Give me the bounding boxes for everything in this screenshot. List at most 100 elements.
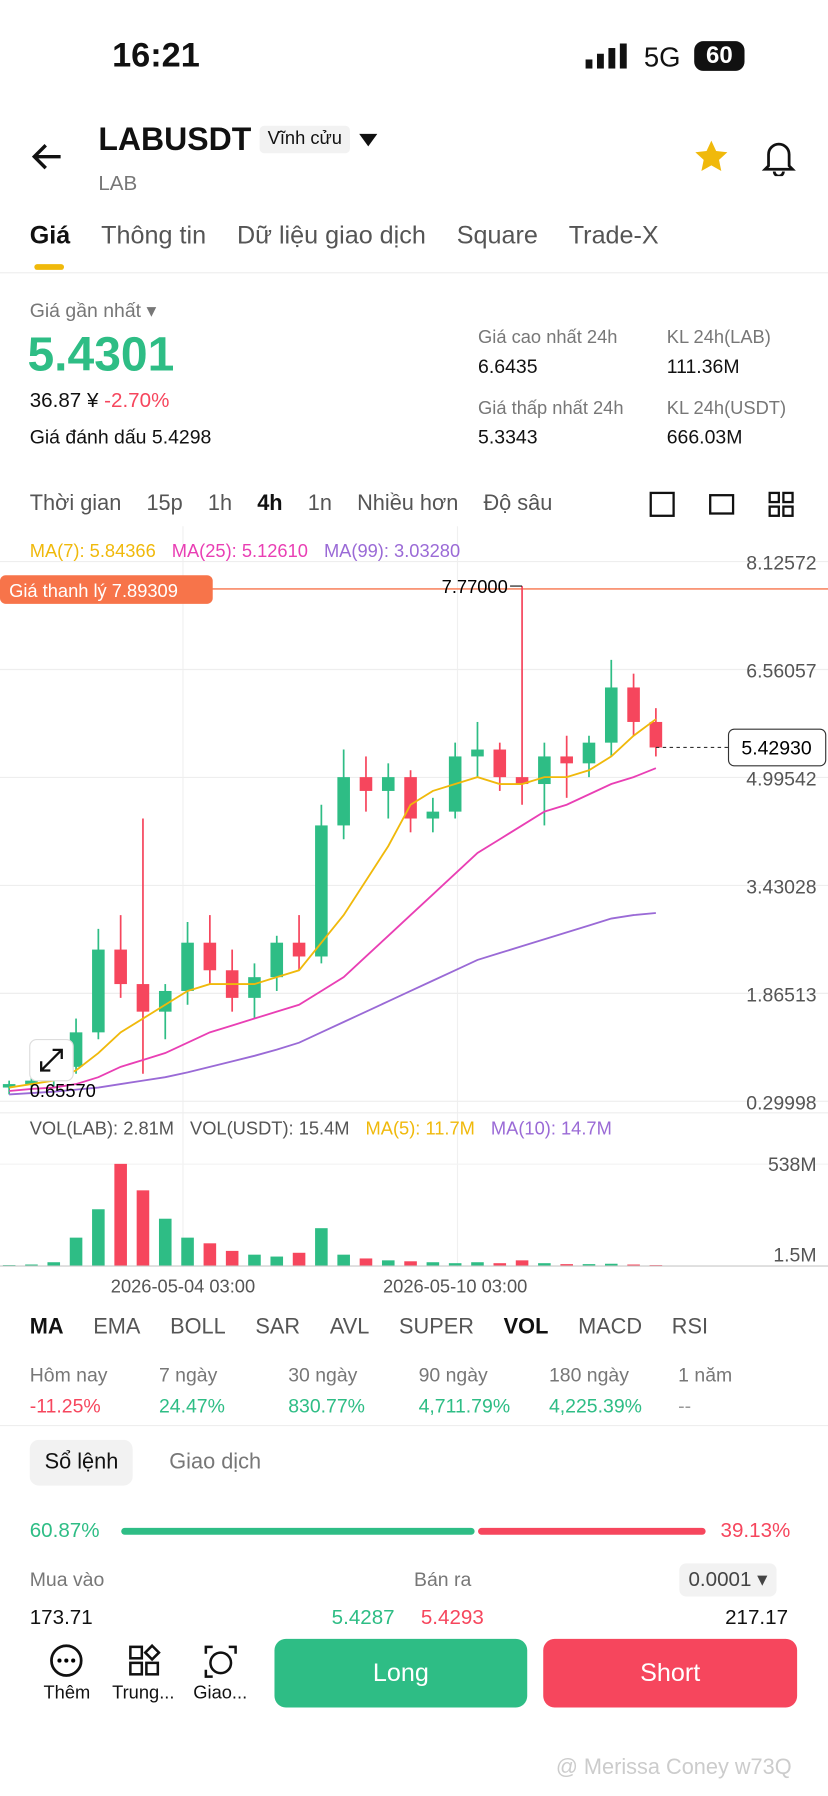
orderbook-tab[interactable]: Sổ lệnh [29,1439,134,1486]
stat-label: KL 24h(USDT) [666,399,787,419]
period-change: -- [678,1395,692,1417]
candle-body [2,1084,16,1088]
mark-price: Giá đánh dấu 5.4298 [30,427,212,450]
trades-tab[interactable]: Giao dịch [169,1450,262,1475]
indicator[interactable]: VOL [503,1315,549,1340]
tab-bar: Giá Thông tin Dữ liệu giao dịch Square Trade… [30,221,659,251]
short-button[interactable]: Short [543,1638,798,1708]
ask-price: 5.4293 [420,1605,484,1629]
period-change: 24.47% [158,1395,225,1417]
period-label: 7 ngày [158,1364,218,1387]
battery: 60 [694,41,745,71]
volume-bar [181,1237,194,1267]
base-asset: LAB [98,171,138,195]
candle-body [92,949,105,1033]
tab[interactable]: Giá [29,220,71,250]
candle-body [136,984,150,1012]
back-button[interactable] [30,140,64,174]
more-button[interactable]: Thêm [43,1683,91,1703]
signal-icon [585,43,627,69]
tab[interactable]: Thông tin [101,220,207,250]
last-price: 5.4301 [27,327,175,381]
indicator[interactable]: EMA [93,1315,141,1340]
price-box [727,728,827,767]
volume-bar [158,1218,172,1267]
candle-body [471,749,484,757]
interval[interactable]: Thời gian [29,491,122,516]
stat-value: 6.6435 [478,355,538,378]
volume-bar [270,1256,284,1267]
watermark: @ Merissa Coney w73Q [555,1755,792,1780]
precision: 0.0001 [688,1567,752,1591]
interval[interactable]: 1h [207,491,233,516]
change: -2.70% [104,388,170,412]
candle-body [404,777,417,819]
tab[interactable]: Square [456,220,538,250]
ma-line [9,767,657,1092]
ma-legend: MA(25): 5.12610 [172,540,308,561]
trade-button[interactable]: Giao... [193,1683,248,1703]
tab[interactable]: Trade-X [568,220,659,250]
candle-body [627,687,640,722]
indicator[interactable]: SAR [255,1315,301,1340]
y-tick-label: 6.56057 [746,660,816,682]
candle-body [270,942,284,978]
buy-bar [121,1527,475,1535]
period-label: 1 năm [678,1364,733,1387]
period-label: 90 ngày [418,1364,488,1387]
candle-body [248,977,261,998]
indicator[interactable]: AVL [329,1315,370,1340]
candle-body [604,687,618,743]
candle-body [181,942,194,991]
market-button[interactable]: Trung... [112,1683,175,1703]
volume-bar [47,1262,61,1267]
volume-bar [114,1163,127,1267]
indicator[interactable]: BOLL [170,1315,226,1340]
cny-price: 36.87 ¥ -2.70% [30,389,170,413]
divider [0,272,828,274]
divider [0,1424,828,1427]
alert-bell[interactable] [759,137,798,177]
y-tick-label: 8.12572 [746,553,816,575]
chart-tools[interactable] [647,489,798,519]
long-button[interactable]: Long [274,1638,528,1708]
interval[interactable]: Nhiều hơn [357,491,459,516]
interval[interactable]: 1n [307,491,332,516]
volume-bar [92,1209,105,1267]
tab[interactable]: Dữ liệu giao dịch [236,220,426,250]
interval[interactable]: 4h [257,491,283,516]
period-change: 4,225.39% [548,1395,642,1417]
indicator[interactable]: SUPER [399,1315,474,1340]
volume-legend: VOL(LAB): 2.81M [30,1118,174,1139]
interval[interactable]: Độ sâu [483,491,553,516]
dropdown-icon[interactable] [359,133,378,148]
interval[interactable]: 15p [146,491,183,516]
candle-body [538,756,551,785]
liquidation-label: Giá thanh lý 7.89309 [9,580,178,601]
kline-chart: 8.12572 6.56057 4.99542 3.43028 1.86513 0.299… [0,526,828,1296]
favorite-star[interactable] [693,138,730,175]
volume-bar [582,1264,596,1267]
volume-bar [292,1252,306,1267]
x-tick-label: 2026-05-10 03:00 [383,1275,527,1296]
x-tick-label: 2026-05-04 03:00 [111,1275,255,1296]
stat-label: Giá thấp nhất 24h [478,399,624,419]
volume-legend: VOL(USDT): 15.4M [190,1118,349,1139]
candle-body [493,749,507,778]
volume-bar [515,1260,529,1267]
indicator[interactable]: MA [29,1315,64,1340]
volume-bar [604,1263,618,1267]
indicator[interactable]: RSI [671,1315,709,1340]
network: 5G [643,42,681,74]
volume-bar [627,1264,640,1267]
y-tick-label: 1.86513 [746,984,816,1006]
candle-body [114,949,127,985]
candle-body [649,721,663,748]
volume-legend: MA(10): 14.7M [491,1118,612,1139]
stat-value: 5.3343 [478,426,538,449]
candle-body [582,742,596,764]
precision-select[interactable]: 0.0001 ▾ [679,1563,777,1597]
indicator[interactable]: MACD [578,1315,643,1340]
symbol: LABUSDT [98,121,252,157]
tab-indicator [34,264,65,270]
